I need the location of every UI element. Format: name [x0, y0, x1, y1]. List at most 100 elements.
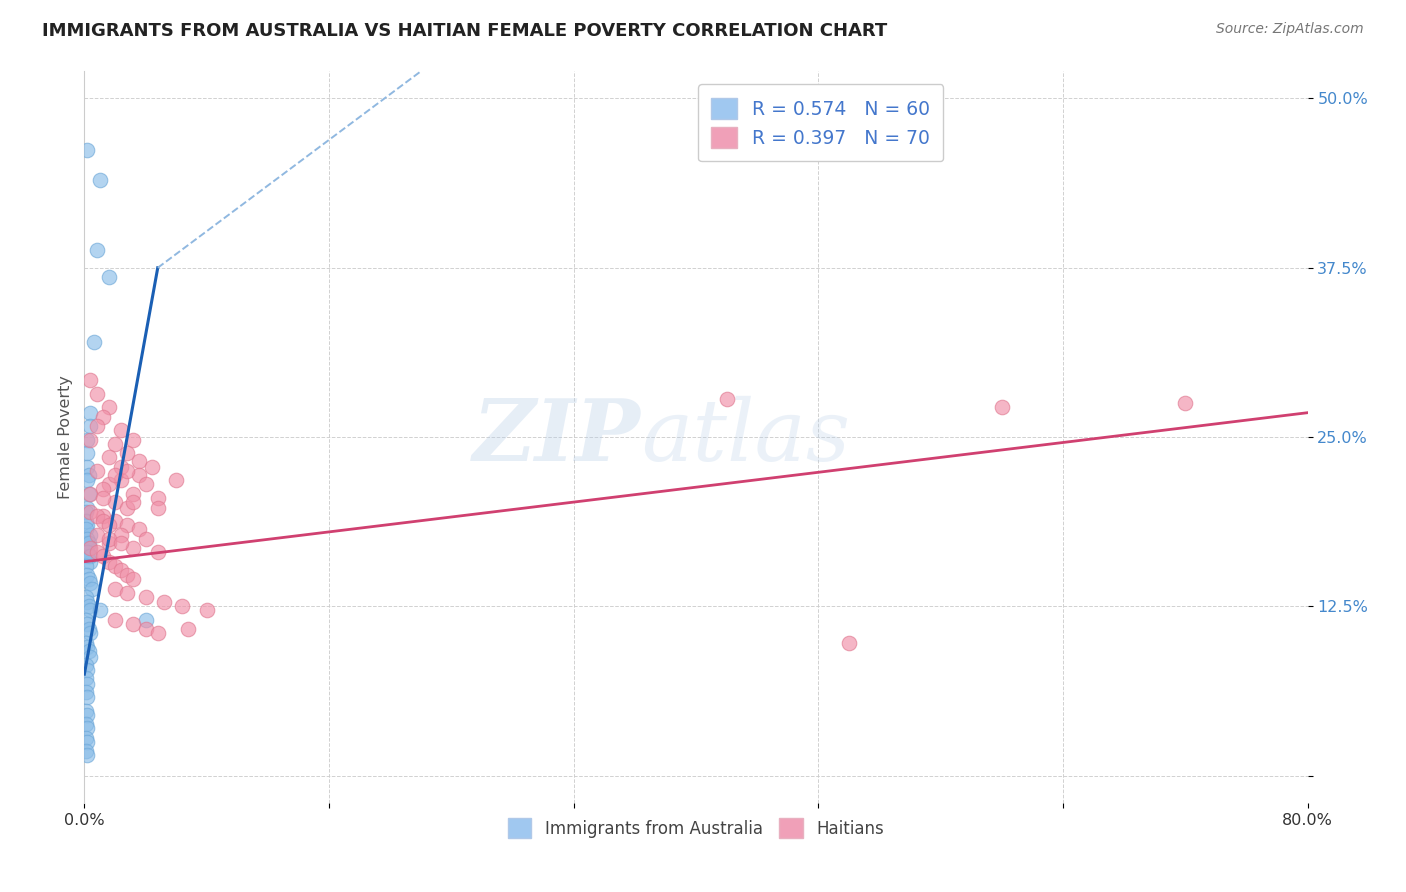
Point [122, 617, 145, 632]
Point [91, 514, 114, 528]
Point [77, 535, 100, 549]
Point [76, 721, 98, 735]
Point [110, 459, 132, 474]
Point [135, 532, 157, 546]
Point [76, 617, 98, 632]
Point [104, 613, 127, 627]
Point [77, 468, 100, 483]
Point [77, 572, 100, 586]
Point [146, 491, 169, 505]
Point [76, 545, 98, 559]
Point [76, 474, 98, 488]
Point [76, 535, 98, 549]
Point [991, 401, 1014, 415]
Point [86, 419, 108, 434]
Point [77, 599, 100, 614]
Point [91, 491, 114, 505]
Point [97, 450, 120, 465]
Point [79, 649, 101, 664]
Point [79, 406, 101, 420]
Point [115, 518, 138, 533]
Point [141, 459, 163, 474]
Point [97, 477, 120, 491]
Point [76, 748, 98, 763]
Y-axis label: Female Poverty: Female Poverty [58, 376, 73, 499]
Point [838, 636, 860, 650]
Point [76, 433, 98, 447]
Text: IMMIGRANTS FROM AUSTRALIA VS HAITIAN FEMALE POVERTY CORRELATION CHART: IMMIGRANTS FROM AUSTRALIA VS HAITIAN FEM… [42, 22, 887, 40]
Point [75, 636, 97, 650]
Point [79, 626, 101, 640]
Point [115, 446, 138, 460]
Point [115, 568, 138, 582]
Point [77, 644, 100, 658]
Point [104, 514, 127, 528]
Point [76, 518, 98, 533]
Point [75, 744, 97, 758]
Point [79, 373, 101, 387]
Point [104, 582, 127, 596]
Point [172, 599, 194, 614]
Point [75, 522, 97, 536]
Point [122, 572, 145, 586]
Point [75, 657, 97, 672]
Point [77, 487, 100, 501]
Point [79, 487, 101, 501]
Point [104, 468, 127, 483]
Point [86, 545, 108, 559]
Point [77, 623, 100, 637]
Legend: Immigrants from Australia, Haitians: Immigrants from Australia, Haitians [496, 806, 896, 849]
Point [97, 270, 120, 285]
Point [122, 541, 145, 556]
Point [77, 541, 100, 556]
Point [91, 549, 114, 564]
Point [79, 419, 101, 434]
Point [75, 671, 97, 685]
Point [97, 555, 120, 569]
Point [122, 433, 145, 447]
Point [104, 558, 127, 573]
Point [76, 549, 98, 564]
Point [110, 563, 132, 577]
Point [75, 717, 97, 731]
Point [104, 495, 127, 509]
Point [75, 514, 97, 528]
Point [135, 590, 157, 604]
Point [135, 477, 157, 491]
Point [146, 500, 169, 515]
Point [76, 532, 98, 546]
Point [75, 590, 97, 604]
Point [122, 487, 145, 501]
Point [146, 545, 169, 559]
Point [76, 707, 98, 722]
Point [153, 595, 176, 609]
Point [86, 386, 108, 401]
Point [79, 576, 101, 591]
Point [135, 623, 157, 637]
Point [83, 335, 105, 350]
Point [79, 505, 101, 519]
Text: ZIP: ZIP [472, 395, 641, 479]
Point [80, 582, 103, 596]
Point [115, 464, 138, 478]
Point [76, 446, 98, 460]
Point [97, 535, 120, 549]
Point [135, 613, 157, 627]
Point [89, 172, 111, 186]
Text: atlas: atlas [641, 396, 851, 478]
Point [76, 595, 98, 609]
Point [76, 735, 98, 749]
Point [128, 522, 150, 536]
Point [76, 690, 98, 705]
Point [91, 409, 114, 424]
Point [177, 623, 200, 637]
Point [91, 508, 114, 523]
Point [75, 505, 97, 519]
Point [110, 474, 132, 488]
Point [79, 541, 101, 556]
Point [91, 482, 114, 496]
Point [165, 474, 187, 488]
Point [75, 558, 97, 573]
Point [128, 468, 150, 483]
Point [75, 704, 97, 718]
